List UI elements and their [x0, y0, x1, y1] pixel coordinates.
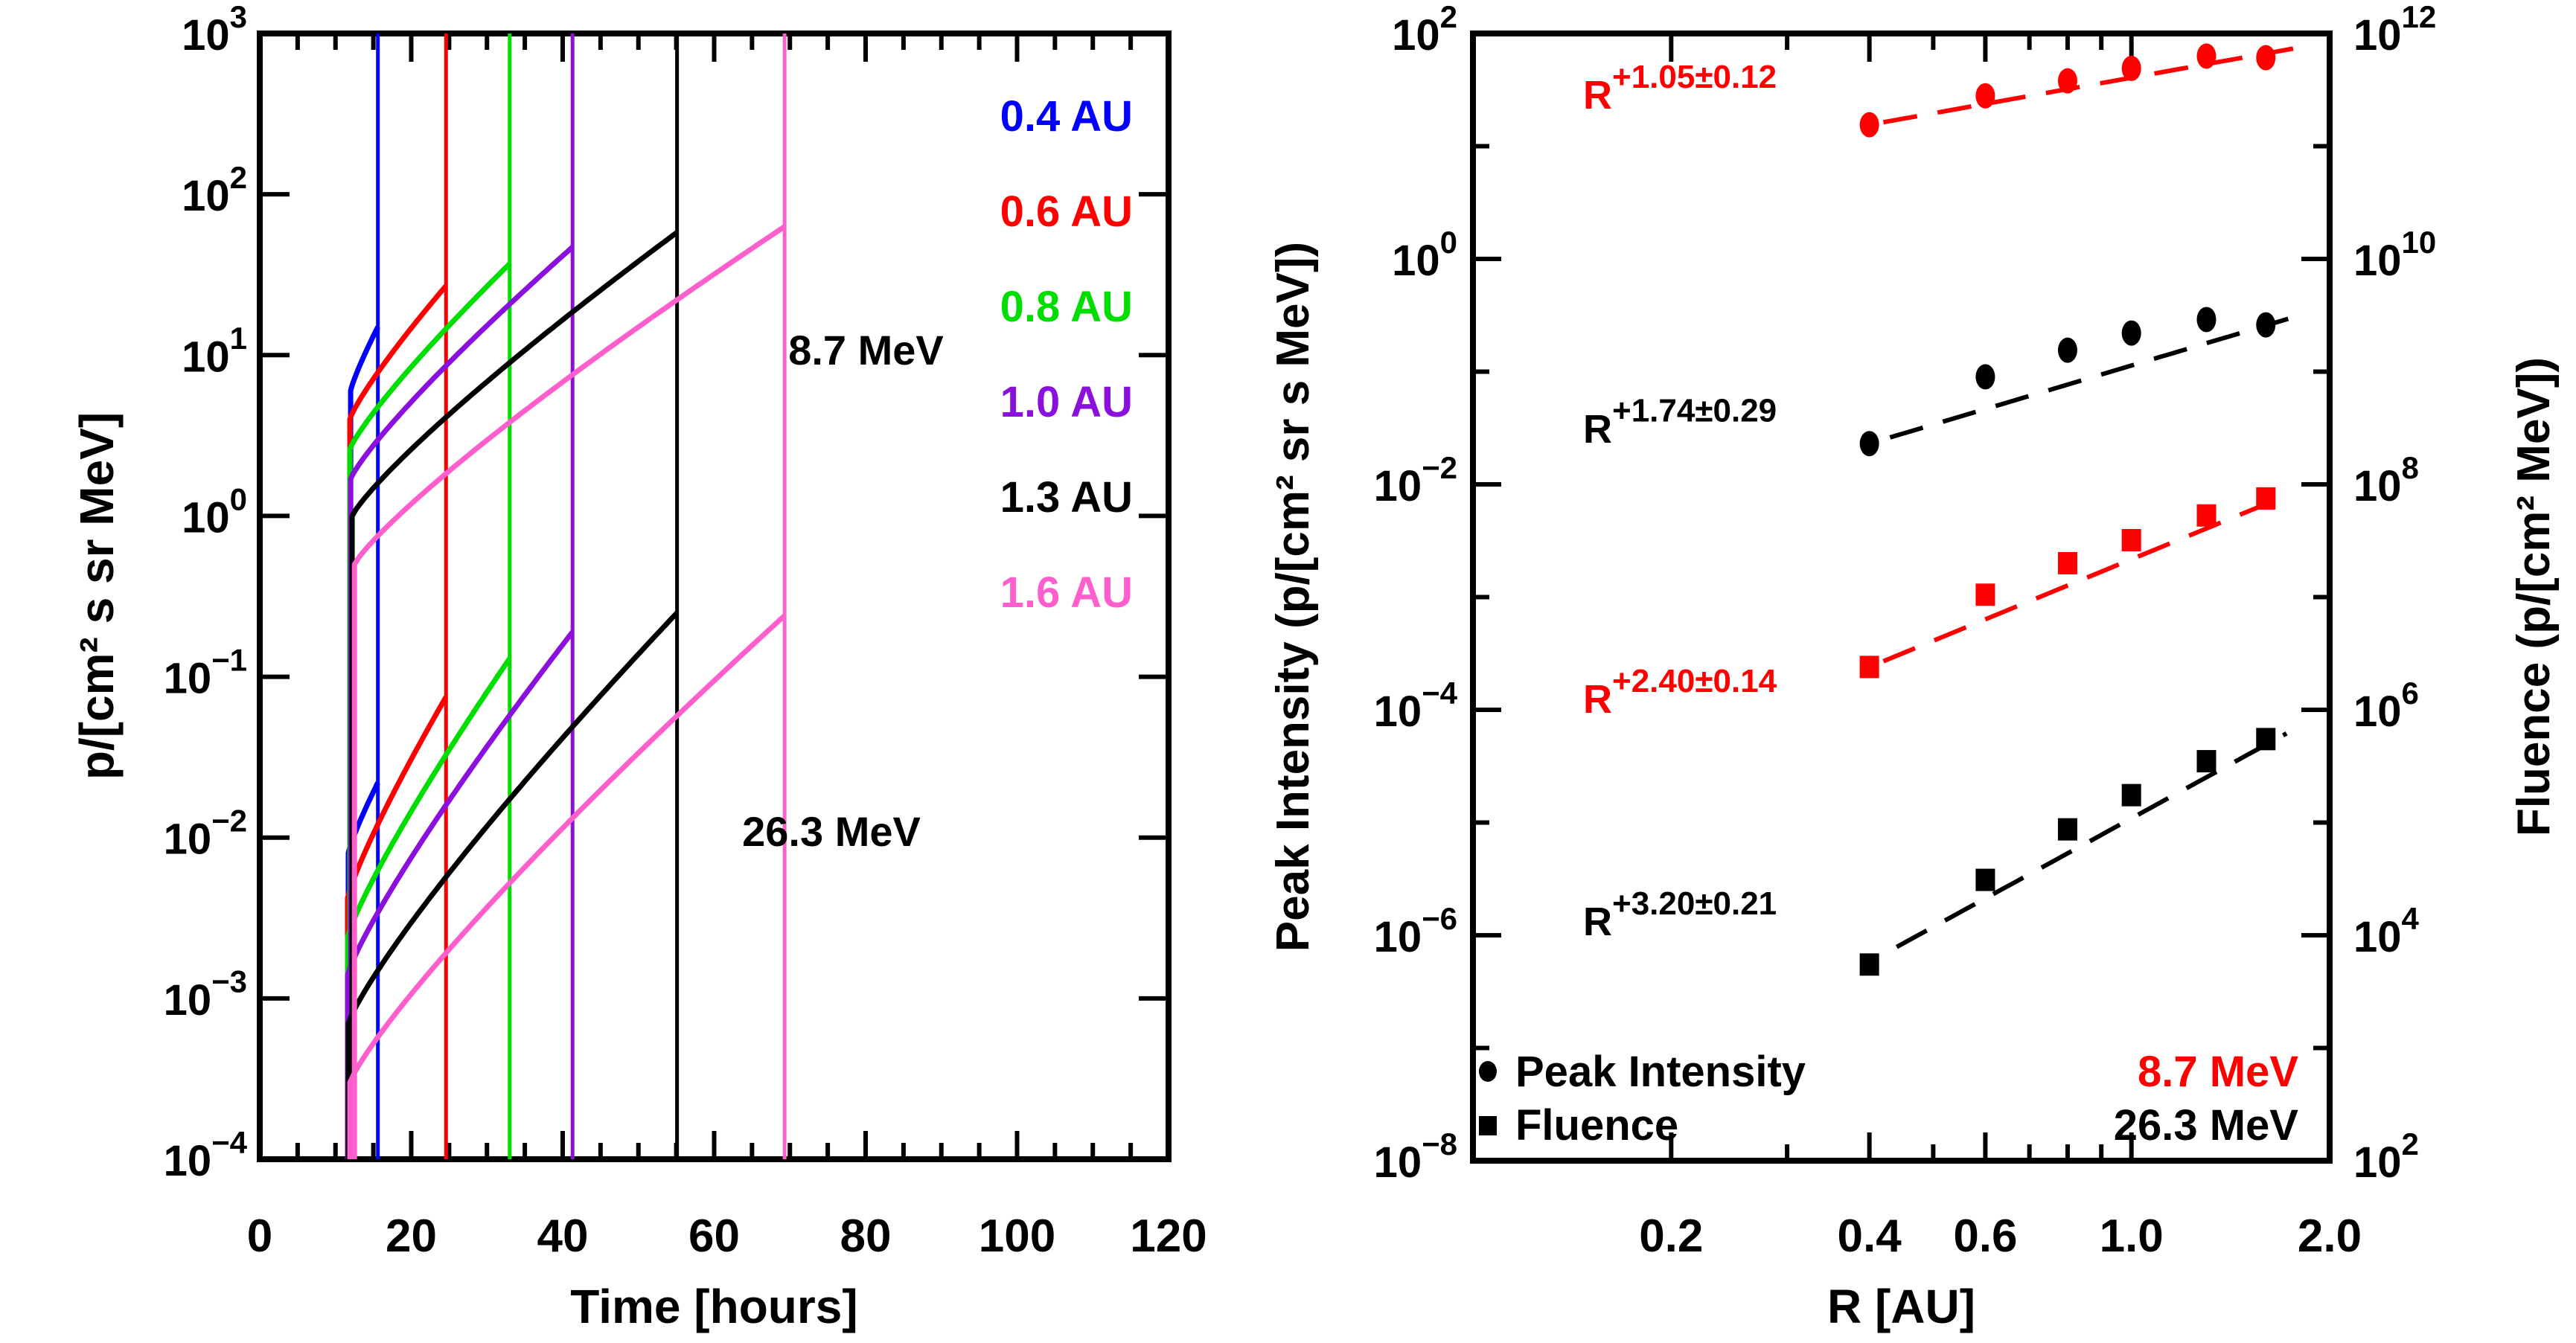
fit-label-Fluence-8.7-MeV: R+2.40±0.14	[1583, 663, 1777, 722]
point-Peak-Intensity-26.3-MeV	[1975, 364, 1995, 390]
y-tick-label: 10−3	[164, 964, 247, 1025]
yleft-tick-label: 100	[1392, 225, 1457, 285]
legend-item-1.3AU: 1.3 AU	[1000, 473, 1133, 522]
curve-0.8AU-26.3MeV	[345, 656, 512, 1159]
point-Peak-Intensity-8.7-MeV	[1859, 112, 1879, 138]
x-tick-label: 2.0	[2298, 1211, 2362, 1262]
point-Fluence-26.3-MeV	[1975, 868, 1995, 891]
fit-line-Fluence-26.3-MeV	[1895, 731, 2288, 949]
curve-1.0AU-8.7MeV	[348, 245, 575, 1159]
point-Peak-Intensity-8.7-MeV	[2057, 68, 2077, 94]
x-tick-label: 60	[688, 1211, 740, 1262]
x-tick-label: 40	[537, 1211, 589, 1262]
point-Peak-Intensity-8.7-MeV	[2196, 43, 2217, 69]
point-Peak-Intensity-26.3-MeV	[1859, 431, 1879, 457]
point-Peak-Intensity-8.7-MeV	[1975, 83, 1995, 109]
x-tick-label: 0	[247, 1211, 272, 1262]
point-Fluence-26.3-MeV	[2057, 818, 2077, 841]
y-tick-label: 103	[182, 0, 247, 60]
fit-line-Fluence-8.7-MeV	[1882, 495, 2284, 664]
point-Peak-Intensity-26.3-MeV	[2256, 312, 2276, 338]
point-Peak-Intensity-26.3-MeV	[2196, 307, 2217, 333]
curve-0.6AU-26.3MeV	[345, 695, 449, 1159]
yleft-tick-label: 102	[1392, 0, 1457, 60]
point-Fluence-26.3-MeV	[2121, 783, 2141, 807]
point-Fluence-8.7-MeV	[1859, 656, 1879, 679]
x-tick-label: 20	[386, 1211, 437, 1262]
y-tick-label: 100	[182, 481, 247, 542]
fit-label-Peak-Intensity-26.3-MeV: R+1.74±0.29	[1583, 393, 1777, 452]
legend-square-marker	[1479, 1116, 1497, 1135]
curve-1.6AU-8.7MeV	[351, 224, 787, 1159]
legend-label-fluence: Fluence	[1515, 1101, 1678, 1150]
point-Peak-Intensity-8.7-MeV	[2256, 45, 2276, 71]
y-tick-label: 10−2	[164, 804, 247, 864]
point-Fluence-8.7-MeV	[2057, 551, 2077, 574]
curve-0.8AU-8.7MeV	[347, 261, 512, 1159]
legend-item-0.4AU: 0.4 AU	[1000, 92, 1133, 141]
x-tick-label: 80	[840, 1211, 892, 1262]
point-Fluence-8.7-MeV	[1975, 583, 1995, 606]
point-Peak-Intensity-8.7-MeV	[2121, 55, 2141, 81]
legend-energy-26.3MeV: 26.3 MeV	[2114, 1101, 2299, 1150]
yright-tick-label: 1010	[2353, 225, 2436, 285]
right-yaxis-left-title: Peak Intensity (p/[cm² sr s MeV])	[1268, 242, 1319, 952]
right-plot-frame	[1470, 31, 2333, 1164]
x-tick-label: 1.0	[2100, 1211, 2164, 1262]
y-tick-label: 10−4	[164, 1125, 248, 1185]
fit-label-Fluence-26.3-MeV: R+3.20±0.21	[1583, 885, 1777, 944]
yleft-tick-label: 10−8	[1374, 1126, 1457, 1187]
point-Fluence-26.3-MeV	[1859, 953, 1879, 976]
x-tick-label: 120	[1130, 1211, 1206, 1262]
curve-1.6AU-26.3MeV	[347, 613, 787, 1159]
point-Fluence-8.7-MeV	[2256, 487, 2276, 510]
energy-annotation: 8.7 MeV	[788, 327, 944, 374]
legend-item-1.0AU: 1.0 AU	[1000, 378, 1133, 426]
y-tick-label: 102	[182, 160, 247, 220]
legend-item-0.8AU: 0.8 AU	[1000, 283, 1133, 331]
legend-energy-8.7MeV: 8.7 MeV	[2138, 1048, 2298, 1096]
yleft-tick-label: 10−6	[1374, 901, 1457, 961]
y-tick-label: 10−1	[164, 642, 247, 702]
x-tick-label: 0.6	[1953, 1211, 2017, 1262]
x-tick-label: 0.4	[1838, 1211, 1902, 1262]
legend-label-peak-intensity: Peak Intensity	[1515, 1048, 1806, 1096]
curve-1.0AU-26.3MeV	[345, 630, 575, 1159]
fit-label-Peak-Intensity-8.7-MeV: R+1.05±0.12	[1583, 59, 1777, 118]
legend-circle-marker	[1479, 1061, 1497, 1082]
yright-tick-label: 108	[2353, 450, 2419, 510]
curve-0.4AU-8.7MeV	[348, 324, 380, 1159]
yright-tick-label: 104	[2353, 901, 2420, 961]
y-tick-label: 101	[182, 321, 247, 381]
point-Fluence-26.3-MeV	[2256, 728, 2276, 751]
fit-line-Peak-Intensity-26.3-MeV	[1889, 316, 2289, 440]
fit-line-Peak-Intensity-8.7-MeV	[1882, 46, 2294, 125]
yright-tick-label: 1012	[2353, 0, 2436, 60]
yright-tick-label: 106	[2353, 676, 2419, 736]
curve-1.3AU-8.7MeV	[349, 230, 679, 1159]
curve-0.6AU-8.7MeV	[347, 283, 449, 1159]
x-tick-label: 100	[979, 1211, 1055, 1262]
curve-1.3AU-26.3MeV	[345, 611, 680, 1159]
yleft-tick-label: 10−2	[1374, 450, 1457, 510]
point-Fluence-8.7-MeV	[2196, 504, 2217, 527]
time-profiles-panel: 0 20 40 60 80 100 120 103 102 101 100 10−1 10−2 10−3 1…	[70, 0, 1207, 1333]
right-yaxis-right-title: Fluence (p/[cm² MeV])	[2508, 357, 2560, 836]
legend-item-0.6AU: 0.6 AU	[1000, 187, 1133, 236]
yleft-tick-label: 10−4	[1374, 676, 1458, 736]
point-Peak-Intensity-26.3-MeV	[2057, 337, 2077, 363]
left-yaxis-title: p/[cm² s sr MeV]	[70, 412, 124, 780]
legend-item-1.6AU: 1.6 AU	[1000, 568, 1133, 617]
point-Fluence-8.7-MeV	[2121, 528, 2141, 551]
left-xaxis-title: Time [hours]	[570, 1280, 857, 1333]
point-Peak-Intensity-26.3-MeV	[2121, 320, 2141, 346]
energy-annotation: 26.3 MeV	[742, 808, 921, 855]
yright-tick-label: 102	[2353, 1126, 2419, 1187]
x-tick-label: 0.2	[1639, 1211, 1703, 1262]
right-xaxis-title: R [AU]	[1827, 1280, 1975, 1333]
point-Fluence-26.3-MeV	[2196, 750, 2217, 773]
radial-dependence-panel: 0.2 0.4 0.6 1.0 2.0 10−8 10−6 10−4 10−2 100 102 101…	[1268, 0, 2560, 1333]
